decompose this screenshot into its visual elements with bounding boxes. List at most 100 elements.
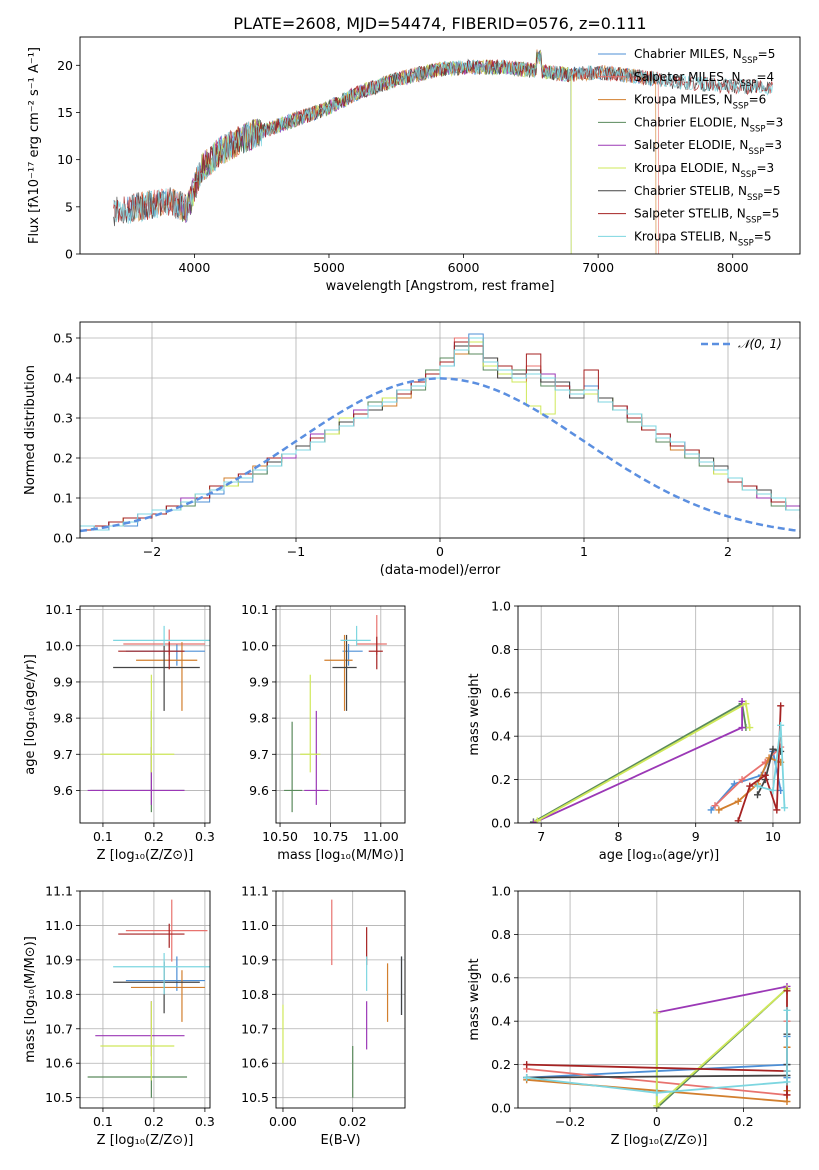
plot-area bbox=[276, 606, 405, 823]
x-axis-label: Z [log₁₀(Z/Z⊙)] bbox=[97, 848, 194, 863]
errorbar-point-chabrier-miles bbox=[342, 643, 363, 666]
x-tick-label: 0.2 bbox=[144, 829, 164, 844]
histogram-salpeter-elodie bbox=[80, 337, 800, 538]
legend-label: Kroupa MILES, NSSP=6 bbox=[634, 93, 766, 112]
y-tick-label: 11.0 bbox=[241, 918, 269, 933]
axes-frame bbox=[275, 890, 406, 1109]
errorbar-point-chabrier-stelib bbox=[332, 634, 357, 711]
weight-marker bbox=[783, 1091, 791, 1099]
panel-age-vs-Z: 0.1 0.2 0.3 9.6 9.7 9.8 9.9 10.0 10.1 Z [log₁₀(Z/… bbox=[23, 602, 215, 863]
errorbar-point-kroupa-elodie bbox=[100, 1001, 175, 1081]
y-tick-label: 1.0 bbox=[491, 599, 511, 614]
y-tick-label: 10.5 bbox=[241, 1090, 269, 1105]
y-tick-label: 10.7 bbox=[241, 1021, 269, 1036]
errorbar-point-chabrier-miles bbox=[125, 956, 205, 991]
weight-marker bbox=[746, 724, 754, 732]
weight-marker bbox=[523, 1061, 531, 1069]
errorbar-point-salpeter-miles bbox=[125, 899, 208, 962]
x-tick-label: 6000 bbox=[448, 260, 480, 275]
weight-marker bbox=[653, 1009, 661, 1017]
errorbar-point-kroupa-miles bbox=[130, 970, 205, 1022]
errorbar-point-chabrier-elodie bbox=[284, 721, 303, 813]
x-axis-label: mass [log₁₀(M/M⊙)] bbox=[277, 848, 404, 863]
weight-marker bbox=[783, 1067, 791, 1075]
errorbar-point-kroupa-miles bbox=[324, 634, 353, 711]
plot-area bbox=[518, 606, 800, 823]
errorbar-point-kroupa-elodie bbox=[300, 674, 321, 773]
panel-age-vs-mass: 10.50 10.75 11.00 9.6 9.7 9.8 9.9 10.0 10.1 mass … bbox=[241, 602, 406, 863]
plot-area bbox=[80, 606, 210, 823]
x-tick-label: −1 bbox=[287, 544, 305, 559]
x-tick-label: −2 bbox=[143, 544, 161, 559]
errorbar-point-kroupa-stelib bbox=[113, 625, 210, 646]
y-tick-label: 10.9 bbox=[241, 952, 269, 967]
y-tick-label: 0.6 bbox=[491, 685, 511, 700]
y-tick-label: 9.7 bbox=[249, 747, 269, 762]
weight-marker bbox=[781, 804, 789, 812]
histogram-chabrier-stelib bbox=[80, 337, 800, 538]
y-tick-label: 0.4 bbox=[491, 1014, 511, 1029]
axes-frame bbox=[517, 890, 801, 1109]
plot-area bbox=[518, 891, 800, 1108]
weight-marker bbox=[533, 817, 541, 823]
histogram-kroupa-stelib bbox=[80, 337, 800, 538]
y-tick-label: 10.0 bbox=[45, 638, 73, 653]
x-tick-label: 4000 bbox=[178, 260, 210, 275]
weight-marker bbox=[773, 806, 781, 814]
y-axis-label: mass [log₁₀(M/M⊙)] bbox=[23, 936, 38, 1063]
y-tick-label: 10.5 bbox=[45, 1090, 73, 1105]
x-tick-label: 10.50 bbox=[262, 829, 298, 844]
weight-marker bbox=[754, 782, 762, 790]
weight-marker bbox=[715, 806, 723, 814]
y-tick-label: 0.0 bbox=[491, 816, 511, 831]
weight-marker bbox=[711, 802, 719, 810]
x-tick-label: 0.2 bbox=[144, 1114, 164, 1129]
x-axis-label: Z [log₁₀(Z/Z⊙)] bbox=[611, 1133, 708, 1148]
weight-marker bbox=[761, 771, 769, 779]
y-tick-label: 0.0 bbox=[53, 531, 73, 546]
x-tick-label: 9 bbox=[692, 829, 700, 844]
axes-frame bbox=[275, 605, 406, 824]
y-tick-label: 0.2 bbox=[53, 451, 73, 466]
weight-line-salpeter-miles bbox=[714, 746, 782, 807]
errorbar-point-kroupa-elodie bbox=[100, 674, 175, 773]
x-tick-label: 0.2 bbox=[734, 1114, 754, 1129]
y-tick-label: 0.0 bbox=[491, 1101, 511, 1116]
panel-mass-vs-Z: 0.1 0.2 0.3 10.5 10.6 10.7 10.8 10.9 11.0 11.1 Z [… bbox=[23, 884, 215, 1149]
y-tick-label: 0.8 bbox=[491, 927, 511, 942]
x-tick-label: 2 bbox=[724, 544, 732, 559]
errorbar-point-salpeter-stelib bbox=[368, 636, 383, 670]
weight-marker bbox=[529, 819, 537, 823]
legend-label: Salpeter ELODIE, NSSP=3 bbox=[634, 138, 782, 157]
x-axis-label: E(B-V) bbox=[320, 1133, 360, 1148]
y-tick-label: 9.7 bbox=[53, 747, 73, 762]
x-axis-label: (data-model)/error bbox=[380, 563, 501, 578]
y-tick-label: 0.2 bbox=[491, 772, 511, 787]
y-tick-label: 10.0 bbox=[241, 638, 269, 653]
y-tick-label: 9.8 bbox=[53, 711, 73, 726]
y-tick-label: 11.1 bbox=[241, 884, 269, 899]
y-tick-label: 10.6 bbox=[241, 1056, 269, 1071]
weight-marker bbox=[707, 806, 715, 814]
x-tick-label: −0.2 bbox=[555, 1114, 585, 1129]
weight-marker bbox=[783, 1006, 791, 1014]
weight-marker bbox=[738, 697, 746, 705]
panel-spectrum: 4000 5000 6000 7000 8000 0 5 10 15 20 wavelength [… bbox=[27, 36, 801, 294]
plot-area bbox=[276, 891, 405, 1108]
weight-line-salpeter-elodie bbox=[656, 985, 788, 1014]
spectrum-line-kroupa-stelib bbox=[113, 52, 773, 224]
y-axis-label: Flux [fλ10⁻¹⁷ erg cm⁻² s⁻¹ A⁻¹] bbox=[27, 47, 42, 244]
errorbar-point-salpeter-stelib bbox=[118, 923, 185, 948]
axes-frame bbox=[79, 890, 211, 1109]
x-axis-label: Z [log₁₀(Z/Z⊙)] bbox=[97, 1133, 194, 1148]
x-axis-label: wavelength [Angstrom, rest frame] bbox=[326, 279, 555, 294]
x-tick-label: 0.1 bbox=[93, 1114, 113, 1129]
panel-weight-vs-age: 7 8 9 10 0.0 0.2 0.4 0.6 0.8 1.0 age [log₁₀(age/yr… bbox=[467, 599, 801, 863]
y-tick-label: 9.6 bbox=[53, 783, 73, 798]
x-tick-label: 5000 bbox=[313, 260, 345, 275]
x-tick-label: 10.75 bbox=[313, 829, 349, 844]
weight-line-kroupa-stelib bbox=[757, 725, 786, 808]
normal-curve bbox=[80, 377, 800, 533]
